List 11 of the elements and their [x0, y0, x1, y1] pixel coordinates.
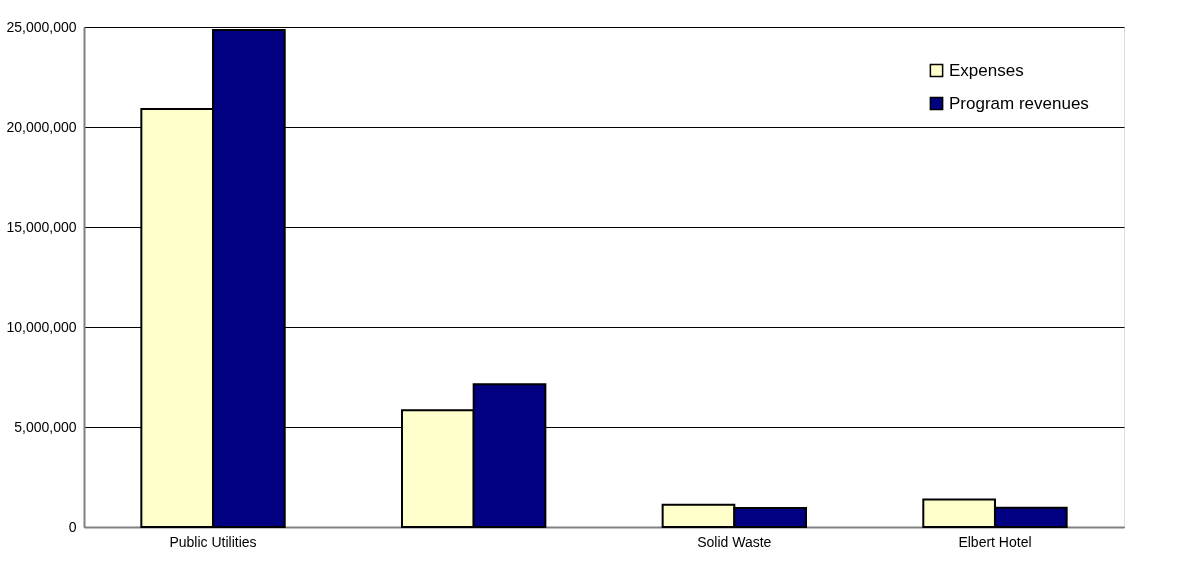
x-tick-label: Solid Waste — [697, 533, 772, 550]
y-tick-label: 5,000,000 — [14, 418, 77, 435]
legend-label: Program revenues — [949, 93, 1089, 113]
legend-label: Expenses — [949, 60, 1024, 80]
y-tick-label: 25,000,000 — [6, 18, 77, 35]
y-tick-label: 15,000,000 — [6, 218, 77, 235]
y-tick-label: 0 — [68, 518, 77, 535]
x-tick-label: Public Utilities — [169, 533, 257, 550]
y-tick-label: 10,000,000 — [6, 318, 77, 335]
y-tick-label: 20,000,000 — [6, 118, 77, 135]
x-tick-label: Elbert Hotel — [958, 533, 1032, 550]
